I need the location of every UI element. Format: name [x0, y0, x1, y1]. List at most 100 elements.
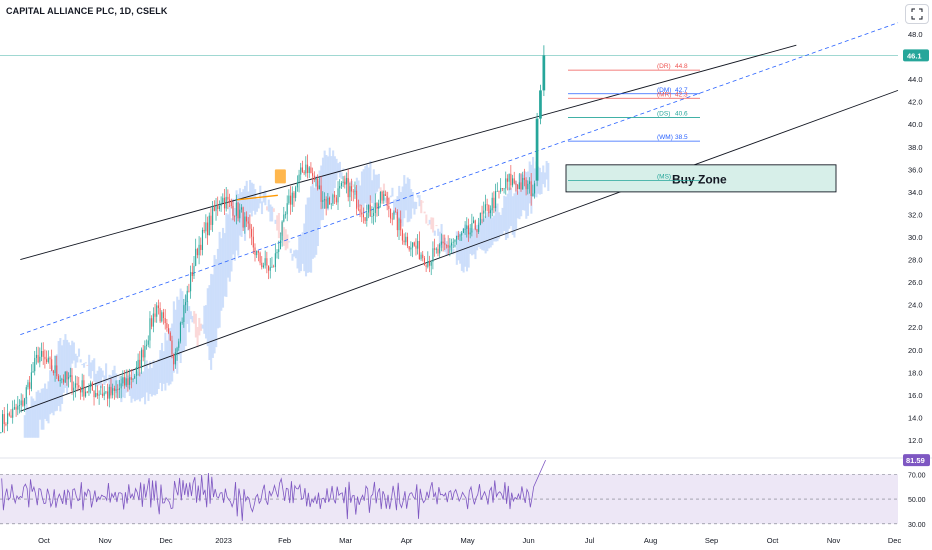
candle[interactable]: [530, 181, 532, 196]
candle[interactable]: [56, 365, 58, 377]
channel-mid-line[interactable]: [20, 22, 899, 336]
candle[interactable]: [505, 178, 507, 189]
candle[interactable]: [498, 190, 500, 192]
candle[interactable]: [178, 341, 180, 348]
candle[interactable]: [269, 267, 271, 271]
candle[interactable]: [76, 383, 78, 386]
candle[interactable]: [522, 177, 524, 190]
candle[interactable]: [428, 261, 431, 266]
channel-upper-line[interactable]: [20, 44, 797, 261]
candle[interactable]: [413, 242, 415, 246]
candle[interactable]: [357, 208, 359, 210]
candle[interactable]: [108, 386, 110, 399]
candle[interactable]: [240, 207, 242, 210]
candle[interactable]: [198, 244, 200, 256]
candle[interactable]: [354, 190, 356, 192]
candle[interactable]: [142, 349, 144, 358]
candle[interactable]: [462, 229, 464, 233]
candle[interactable]: [54, 365, 56, 373]
candle[interactable]: [508, 173, 510, 182]
candle[interactable]: [266, 258, 268, 266]
candle[interactable]: [90, 382, 92, 387]
y-axis[interactable]: 48.0 44.0 42.0 40.0 38.0 36.0 34.0 32.0 30.0 28.0…: [908, 30, 923, 445]
candle[interactable]: [135, 367, 137, 376]
candle[interactable]: [254, 247, 256, 256]
candle[interactable]: [0, 432, 2, 433]
candle[interactable]: [430, 261, 432, 266]
candle[interactable]: [376, 202, 378, 209]
candle[interactable]: [125, 378, 127, 386]
candle[interactable]: [420, 254, 422, 260]
candle[interactable]: [100, 393, 102, 395]
candle[interactable]: [418, 240, 420, 260]
candle[interactable]: [105, 391, 107, 393]
candle[interactable]: [528, 181, 531, 184]
candle[interactable]: [386, 195, 388, 206]
candle[interactable]: [20, 400, 22, 406]
candle[interactable]: [439, 244, 441, 254]
candle[interactable]: [278, 249, 280, 252]
candle[interactable]: [342, 181, 344, 183]
candle[interactable]: [151, 318, 153, 327]
candle[interactable]: [279, 240, 281, 250]
candle[interactable]: [129, 377, 131, 385]
candle[interactable]: [445, 244, 448, 246]
candle[interactable]: [27, 382, 29, 388]
candle[interactable]: [169, 332, 171, 341]
candle[interactable]: [15, 407, 17, 410]
candle[interactable]: [306, 164, 309, 174]
candle[interactable]: [83, 380, 85, 397]
candle[interactable]: [483, 210, 485, 214]
candle[interactable]: [130, 377, 132, 380]
candle[interactable]: [473, 220, 475, 224]
candle[interactable]: [132, 378, 134, 380]
candle[interactable]: [162, 312, 165, 319]
candle[interactable]: [432, 248, 434, 262]
candle[interactable]: [323, 199, 326, 201]
candle[interactable]: [152, 313, 154, 327]
candle[interactable]: [349, 186, 351, 198]
candle[interactable]: [425, 265, 427, 267]
candle[interactable]: [85, 391, 87, 397]
candle[interactable]: [18, 405, 21, 406]
candle[interactable]: [518, 182, 520, 190]
candle[interactable]: [252, 236, 254, 248]
candle[interactable]: [74, 383, 76, 388]
rsi-pane[interactable]: 70.00 50.00 30.00 81.59: [0, 454, 930, 529]
candle[interactable]: [244, 216, 246, 228]
candle[interactable]: [300, 167, 302, 175]
candle[interactable]: [408, 246, 410, 250]
candle[interactable]: [369, 204, 371, 217]
candle[interactable]: [347, 177, 349, 198]
candle[interactable]: [127, 378, 129, 385]
candle[interactable]: [378, 203, 380, 209]
candle[interactable]: [332, 194, 334, 204]
candle[interactable]: [412, 242, 414, 248]
candle[interactable]: [35, 354, 37, 358]
candle[interactable]: [168, 328, 170, 333]
candle[interactable]: [52, 370, 54, 373]
candle[interactable]: [42, 351, 44, 357]
candle[interactable]: [186, 290, 188, 303]
candle[interactable]: [179, 322, 181, 342]
candle[interactable]: [3, 414, 5, 425]
candle[interactable]: [8, 413, 10, 416]
trade-marker[interactable]: [237, 169, 286, 201]
channel-lower-line[interactable]: [20, 89, 899, 412]
candle[interactable]: [305, 164, 307, 174]
candle[interactable]: [383, 194, 385, 201]
candle[interactable]: [312, 173, 314, 176]
candle[interactable]: [112, 388, 114, 396]
candle[interactable]: [484, 204, 486, 211]
candle[interactable]: [86, 391, 88, 393]
candle[interactable]: [523, 177, 525, 180]
candle[interactable]: [166, 322, 168, 329]
candle[interactable]: [284, 214, 287, 216]
candle[interactable]: [107, 391, 109, 399]
candle[interactable]: [449, 245, 451, 248]
candle[interactable]: [29, 382, 31, 389]
candle[interactable]: [444, 243, 446, 245]
candle[interactable]: [161, 312, 163, 322]
candle[interactable]: [469, 232, 471, 235]
candle[interactable]: [520, 182, 522, 190]
